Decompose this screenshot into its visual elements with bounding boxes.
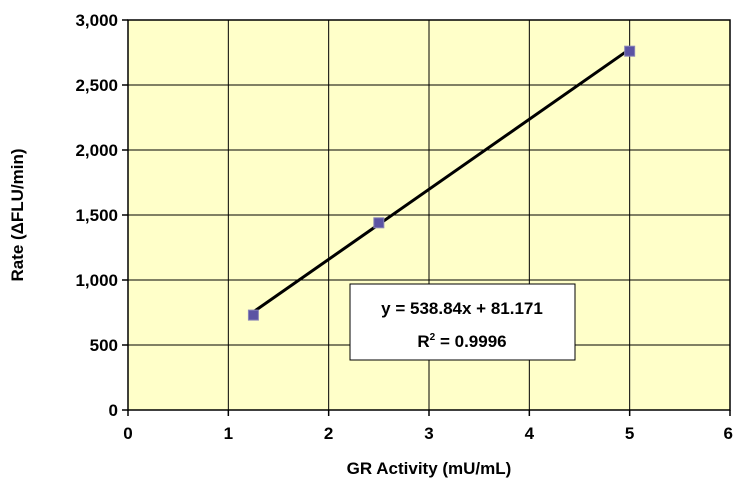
x-tick-label: 3 [424,424,433,443]
y-tick-label: 1,500 [75,206,118,225]
x-tick-label: 5 [625,424,634,443]
y-axis-title: Rate (ΔFLU/min) [8,148,27,281]
r-squared-text: R2 = 0.9996 [417,332,506,351]
data-point [624,45,636,57]
trendline-group [252,47,631,314]
y-tick-label: 1,000 [75,271,118,290]
x-tick-label: 0 [123,424,132,443]
axis-ticks [122,19,731,416]
y-tick-label: 3,000 [75,11,118,30]
x-tick-labels: 0 1 2 3 4 5 6 [123,424,733,443]
trendline [252,47,631,314]
regression-annotation: y = 538.84x + 81.171 R2 = 0.9996 [349,283,576,361]
r-squared-exponent: 2 [430,332,436,343]
data-point [247,309,259,321]
y-tick-label: 2,500 [75,76,118,95]
x-tick-label: 4 [525,424,535,443]
y-tick-label: 0 [109,401,118,420]
grid-lines [128,20,730,410]
equation-text: y = 538.84x + 81.171 [381,299,543,318]
x-tick-label: 1 [224,424,233,443]
x-axis-title: GR Activity (mU/mL) [347,459,512,478]
annotation-box [349,283,576,361]
y-tick-labels: 0 500 1,000 1,500 2,000 2,500 3,000 [75,11,118,420]
x-tick-label: 2 [324,424,333,443]
data-points [247,45,636,321]
r-squared-label: R [417,332,429,351]
data-point [373,217,385,229]
r-squared-value: = 0.9996 [435,332,506,351]
y-tick-label: 2,000 [75,141,118,160]
y-tick-label: 500 [90,336,118,355]
x-tick-label: 6 [724,424,733,443]
